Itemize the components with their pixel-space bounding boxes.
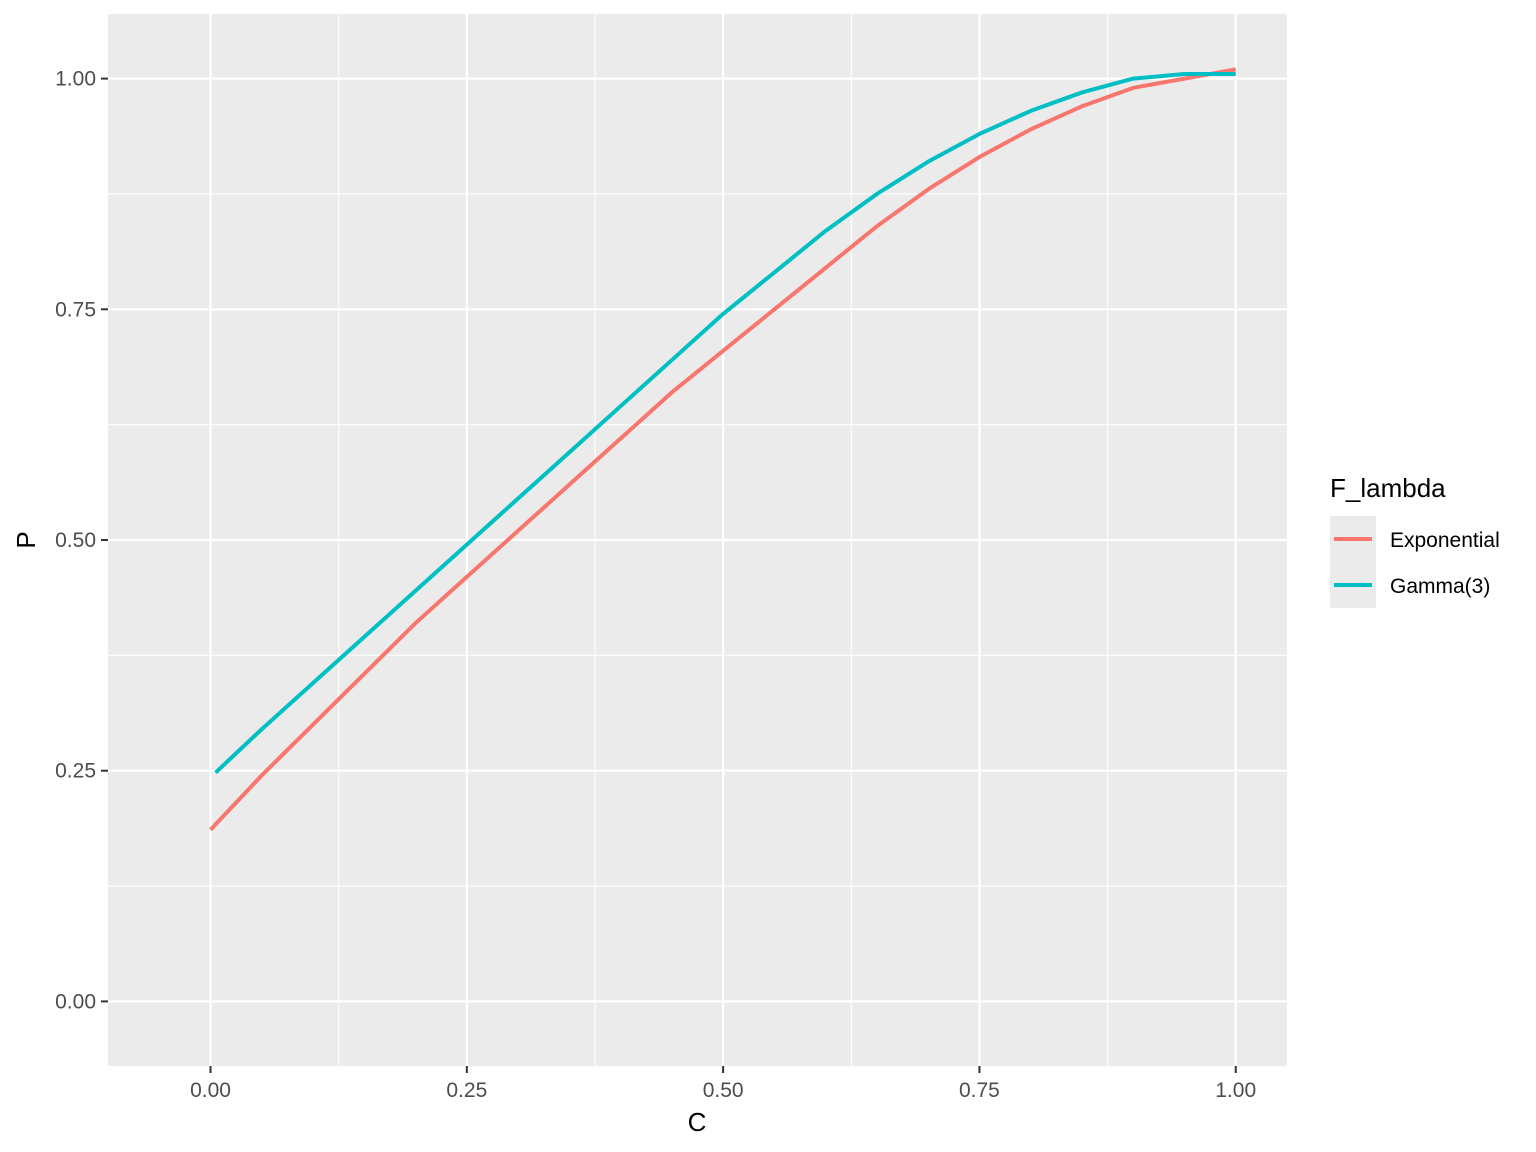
legend: F_lambda Exponential Gamma(3)	[1330, 473, 1500, 608]
y-tick-label: 0.75	[55, 298, 96, 321]
x-tick-label: 1.00	[1215, 1079, 1256, 1102]
legend-label: Gamma(3)	[1390, 575, 1490, 598]
y-axis-title: P	[11, 531, 41, 548]
series-line-2	[214, 71, 1236, 775]
x-tick-label: 0.25	[446, 1079, 487, 1102]
y-axis: 0.00 0.25 0.50 0.75 1.00	[55, 68, 108, 1013]
legend-items: Exponential Gamma(3)	[1330, 516, 1500, 608]
y-tick-label: 0.25	[55, 760, 96, 783]
x-axis-title: C	[688, 1107, 707, 1137]
series-layer	[209, 67, 1237, 832]
legend-label: Exponential	[1390, 529, 1500, 552]
x-axis: 0.00 0.25 0.50 0.75 1.00	[190, 1066, 1256, 1102]
x-tick-label: 0.00	[190, 1079, 231, 1102]
x-tick-label: 0.75	[959, 1079, 1000, 1102]
major-gridlines	[108, 14, 1287, 1066]
y-tick-label: 0.00	[55, 990, 96, 1013]
legend-title: F_lambda	[1330, 473, 1446, 503]
x-tick-label: 0.50	[703, 1079, 744, 1102]
y-tick-label: 1.00	[55, 68, 96, 91]
y-tick-label: 0.50	[55, 529, 96, 552]
series-line-1	[209, 67, 1237, 832]
